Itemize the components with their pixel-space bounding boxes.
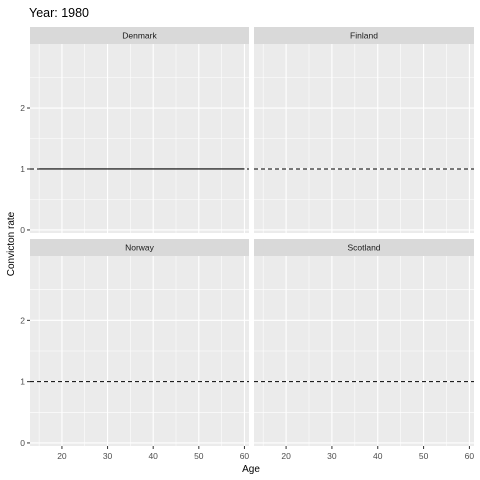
facet-label-scotland: Scotland (347, 243, 380, 253)
x-axis-title: Age (242, 464, 260, 475)
y-axis-title: Convicton rate (6, 211, 17, 276)
facet-strip-scotland (254, 239, 474, 256)
x-tick-label-30: 30 (103, 451, 113, 461)
facet-denmark: Denmark (30, 27, 249, 233)
x-tick-label-50: 50 (419, 451, 429, 461)
y-tick-label-1: 1 (20, 164, 25, 174)
x-tick-label-30: 30 (327, 451, 337, 461)
x-tick-label-40: 40 (148, 451, 158, 461)
gridlines-denmark (30, 44, 249, 233)
y-tick-label-2: 2 (20, 103, 25, 113)
facet-label-finland: Finland (350, 31, 378, 41)
facet-strip-denmark (30, 27, 249, 44)
x-tick-label-40: 40 (373, 451, 383, 461)
facet-strip-finland (254, 27, 474, 44)
x-tick-label-20: 20 (57, 451, 67, 461)
x-tick-label-60: 60 (240, 451, 250, 461)
facet-norway: Norway (30, 239, 249, 446)
y-tick-label-1: 1 (20, 377, 25, 387)
facet-scotland: Scotland (254, 239, 474, 446)
facet-panels: Denmark Finland Norway Scotland (30, 27, 474, 446)
facet-label-denmark: Denmark (122, 31, 157, 41)
x-tick-label-50: 50 (194, 451, 204, 461)
chart-title: Year: 1980 (29, 6, 89, 20)
facet-finland: Finland (254, 27, 474, 233)
x-tick-label-60: 60 (465, 451, 475, 461)
facet-strip-norway (30, 239, 249, 256)
facet-label-norway: Norway (125, 243, 155, 253)
y-tick-label-2: 2 (20, 315, 25, 325)
x-tick-label-20: 20 (281, 451, 291, 461)
y-tick-label-0: 0 (20, 438, 25, 448)
y-tick-label-0: 0 (20, 225, 25, 235)
